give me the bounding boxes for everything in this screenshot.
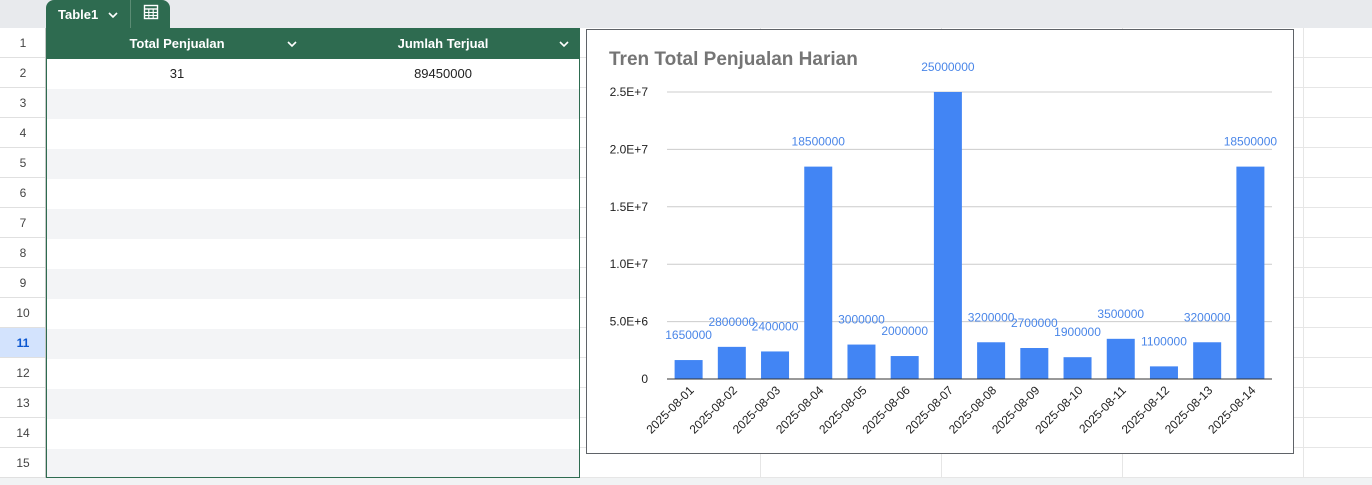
chart-title: Tren Total Penjualan Harian (609, 49, 858, 70)
table-name: Table1 (58, 6, 99, 22)
row-number[interactable]: 10 (0, 298, 46, 328)
bar (847, 344, 876, 379)
table-row-empty[interactable] (47, 359, 579, 389)
table-row-empty[interactable] (47, 419, 579, 449)
data-label: 25000000 (921, 60, 975, 74)
chevron-down-icon (108, 7, 118, 22)
row-number[interactable]: 13 (0, 388, 46, 418)
table-row-empty[interactable] (47, 329, 579, 359)
bar (1193, 342, 1222, 379)
bar (890, 356, 919, 379)
row-number[interactable]: 2 (0, 58, 46, 88)
data-label: 18500000 (792, 135, 846, 149)
row-number[interactable]: 6 (0, 178, 46, 208)
data-label: 3000000 (838, 313, 885, 327)
y-tick-label: 2.0E+7 (610, 142, 649, 156)
row-number[interactable]: 11 (0, 328, 46, 358)
y-tick-label: 0 (641, 372, 648, 386)
data-label: 2000000 (881, 324, 928, 338)
column-header-jumlah-terjual[interactable]: Jumlah Terjual (307, 29, 579, 59)
bar (1106, 338, 1135, 379)
table-cell[interactable]: 31 (169, 66, 185, 81)
table-row-empty[interactable] (47, 449, 579, 477)
row-number[interactable]: 12 (0, 358, 46, 388)
row-number[interactable]: 4 (0, 118, 46, 148)
table-cell[interactable]: 89450000 (414, 66, 472, 81)
data-table: Total Penjualan Jumlah Terjual 31 894500… (46, 28, 580, 478)
table-header: Total Penjualan Jumlah Terjual (47, 29, 579, 59)
x-tick-label: 2025-08-14 (1205, 383, 1259, 437)
row-number[interactable]: 9 (0, 268, 46, 298)
table-row: 31 89450000 (47, 59, 579, 89)
chevron-down-icon[interactable] (287, 29, 297, 70)
y-tick-label: 2.5E+7 (610, 85, 649, 99)
table-row-empty[interactable] (47, 149, 579, 179)
bar (761, 351, 790, 379)
table-row-empty[interactable] (47, 269, 579, 299)
y-tick-label: 1.0E+7 (610, 257, 649, 271)
table-tab: Table1 (46, 0, 170, 28)
chart-plot: 0 5.0E+6 1.0E+7 1.5E+7 2.0E+7 2.5E+7 1650000 20… (610, 60, 1278, 437)
bar (933, 92, 962, 379)
bar (977, 342, 1006, 379)
data-label: 1900000 (1054, 325, 1101, 339)
row-number[interactable]: 14 (0, 418, 46, 448)
table-row-empty[interactable] (47, 119, 579, 149)
row-number[interactable]: 1 (0, 28, 46, 58)
column-header-label: Jumlah Terjual (397, 36, 489, 51)
row-number[interactable]: 7 (0, 208, 46, 238)
column-header-total-penjualan[interactable]: Total Penjualan (47, 29, 307, 59)
bar (804, 166, 833, 379)
table-row-empty[interactable] (47, 239, 579, 269)
bar (674, 360, 703, 379)
data-label: 2800000 (708, 315, 755, 329)
y-tick-label: 1.5E+7 (610, 200, 649, 214)
bottom-strip (0, 478, 1372, 485)
data-label: 2700000 (1011, 316, 1058, 330)
toolbar-strip (0, 0, 1372, 28)
bar (1149, 366, 1178, 379)
row-headers: 1 2 3 4 5 6 7 8 9 10 11 12 13 14 15 (0, 28, 46, 478)
column-header-label: Total Penjualan (129, 36, 225, 51)
data-label: 18500000 (1224, 135, 1278, 149)
row-number[interactable]: 15 (0, 448, 46, 478)
bar (1063, 357, 1092, 379)
table-row-empty[interactable] (47, 209, 579, 239)
empty-rows (47, 89, 579, 477)
data-label: 1650000 (665, 328, 712, 342)
table-row-empty[interactable] (47, 89, 579, 119)
column-divider (1303, 28, 1304, 478)
data-label: 3200000 (968, 310, 1015, 324)
data-label: 2400000 (752, 319, 799, 333)
table-row-empty[interactable] (47, 389, 579, 419)
data-label: 1100000 (1141, 334, 1187, 348)
bar (717, 346, 746, 379)
calculator-button[interactable] (130, 0, 170, 28)
data-label: 3500000 (1097, 307, 1144, 321)
row-header-border (45, 28, 46, 478)
table-name-dropdown[interactable]: Table1 (46, 0, 130, 28)
row-number[interactable]: 8 (0, 238, 46, 268)
y-tick-label: 5.0E+6 (610, 315, 649, 329)
bar-chart[interactable]: Tren Total Penjualan Harian 0 5.0E+6 1.0E+… (586, 29, 1294, 454)
calculator-icon (143, 4, 159, 25)
grid-row (46, 448, 1372, 478)
row-number[interactable]: 3 (0, 88, 46, 118)
data-label: 3200000 (1184, 310, 1231, 324)
row-number[interactable]: 5 (0, 148, 46, 178)
bar (1020, 348, 1049, 379)
table-row-empty[interactable] (47, 299, 579, 329)
table-row-empty[interactable] (47, 179, 579, 209)
bar (1236, 166, 1265, 379)
chevron-down-icon[interactable] (559, 29, 569, 70)
